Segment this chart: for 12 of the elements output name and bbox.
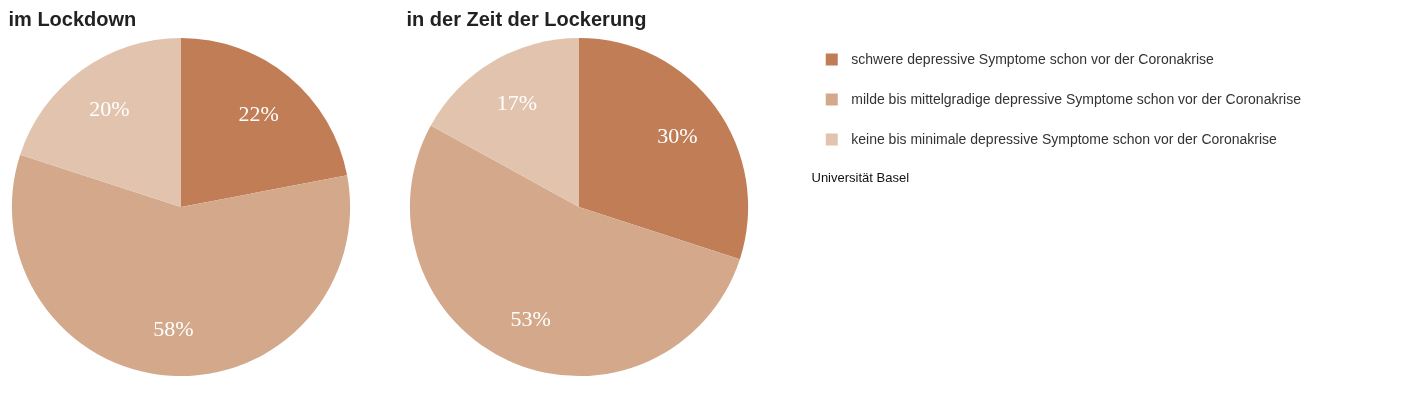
legend-label: milde bis mittelgradige depressive Symptome schon vor der Coronakrise [851, 91, 1301, 107]
text: Universität Basel [811, 169, 910, 185]
data-label: 30% [657, 122, 698, 148]
legend-label: schwere depressive Symptome schon vor der Coronakrise [851, 51, 1214, 67]
chart-title: in der Zeit der Lockerung [406, 7, 647, 30]
legend-label: keine bis minimale depressive Symptome schon vor der Coronakrise [851, 131, 1277, 147]
data-label: 20% [89, 95, 130, 121]
data-label: 58% [153, 316, 194, 342]
data-label: 22% [238, 100, 279, 126]
chart-title: im Lockdown [8, 7, 137, 30]
data-label: 53% [510, 306, 551, 332]
data-label: 17% [496, 89, 538, 115]
